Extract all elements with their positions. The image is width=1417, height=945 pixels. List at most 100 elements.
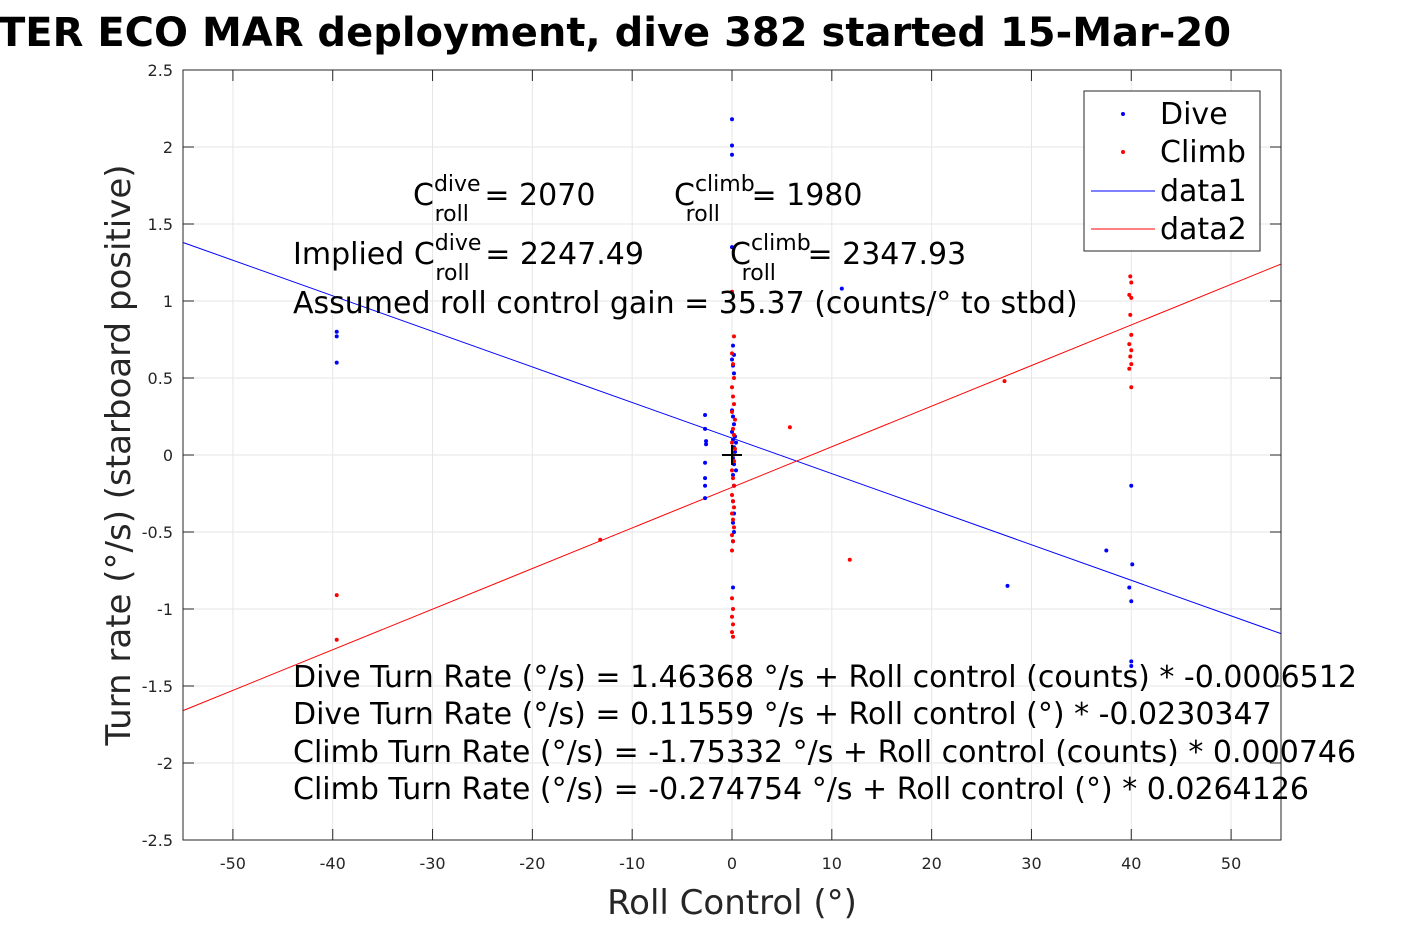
- y-tick-label: -1.5: [142, 677, 173, 696]
- dive-point: [334, 334, 339, 339]
- implied-dive-annotation: Implied Cdive roll = 2247.49: [293, 231, 644, 286]
- y-tick-labels: -2.5 -2 -1.5 -1 -0.5 0 0.5 1 1.5 2 2.5: [142, 61, 173, 850]
- climb-point: [1128, 354, 1133, 359]
- dive-point: [1129, 599, 1134, 604]
- climb-point: [730, 596, 734, 601]
- climb-point: [1127, 342, 1132, 347]
- x-tick-label: -40: [320, 854, 346, 873]
- climb-point: [730, 614, 734, 619]
- implied-climb-annotation: Cclimb roll = 2347.93: [730, 231, 966, 286]
- climb-point: [730, 385, 734, 390]
- dive-point: [733, 440, 738, 445]
- climb-point: [1129, 362, 1134, 367]
- climb-point: [731, 334, 736, 339]
- climb-point: [730, 630, 734, 635]
- climb-point: [731, 483, 736, 488]
- dive-point: [732, 449, 737, 454]
- climb-point: [1002, 379, 1007, 384]
- dive-point: [733, 468, 738, 473]
- climb-point: [730, 517, 735, 522]
- equation-dive-degrees: Dive Turn Rate (°/s) = 0.11559 °/s + Rol…: [293, 697, 1272, 732]
- climb-point: [787, 425, 792, 430]
- climb-point: [730, 409, 734, 414]
- climb-point: [730, 362, 735, 367]
- dive-point: [730, 520, 735, 525]
- legend-data2-label: data2: [1160, 212, 1247, 247]
- dive-point: [730, 245, 734, 250]
- climb-point: [730, 289, 734, 294]
- climb-point: [334, 593, 339, 598]
- axis-ticks: [183, 69, 1281, 841]
- y-tick-label: 0: [163, 446, 173, 465]
- y-tick-label: -2.5: [142, 831, 173, 850]
- climb-point: [731, 402, 736, 407]
- dive-point: [839, 286, 844, 291]
- x-tick-label: -50: [220, 854, 246, 873]
- climb-point: [732, 417, 737, 422]
- legend-climb-label: Climb: [1160, 135, 1246, 170]
- dive-point: [730, 117, 734, 122]
- dive-point: [731, 422, 736, 427]
- dive-point: [703, 460, 708, 465]
- y-tick-label: -0.5: [142, 523, 173, 542]
- x-tick-label: 0: [727, 854, 737, 873]
- climb-point: [730, 539, 735, 544]
- climb-point: [1129, 280, 1134, 285]
- y-tick-label: 1: [163, 292, 173, 311]
- dive-point: [730, 143, 734, 148]
- dive-point: [1130, 562, 1135, 567]
- climb-point: [1127, 366, 1132, 371]
- x-axis-label: Roll Control (°): [607, 883, 857, 923]
- dive-point: [704, 442, 709, 447]
- climb-point: [730, 634, 735, 639]
- climb-point: [732, 446, 737, 451]
- c-roll-climb-annotation: Cclimb roll = 1980: [674, 172, 862, 227]
- y-tick-label: -1: [157, 600, 173, 619]
- x-tick-label: 30: [1021, 854, 1041, 873]
- dive-point: [1129, 659, 1134, 664]
- x-tick-label: 50: [1221, 854, 1241, 873]
- dive-point: [703, 483, 708, 488]
- legend: Dive Climb data1 data2: [1083, 90, 1261, 252]
- x-tick-label: -10: [619, 854, 645, 873]
- dive-point: [730, 414, 735, 419]
- climb-point: [1128, 312, 1133, 317]
- y-tick-label: 1.5: [148, 215, 173, 234]
- dive-point: [703, 426, 708, 431]
- climb-point: [730, 394, 735, 399]
- dive-point: [703, 476, 708, 481]
- climb-point: [730, 548, 734, 553]
- climb-point: [730, 468, 734, 473]
- legend-box: [1083, 90, 1261, 252]
- legend-dive-label: Dive: [1160, 97, 1228, 132]
- y-tick-label: 0.5: [148, 369, 173, 388]
- dive-point: [730, 357, 734, 362]
- climb-point: [730, 493, 734, 498]
- climb-point: [731, 432, 736, 437]
- climb-point: [730, 351, 734, 356]
- legend-dive-marker: [1121, 112, 1125, 116]
- climb-point: [731, 505, 736, 510]
- c-roll-dive-annotation: Cdive roll = 2070: [413, 172, 595, 227]
- climb-point: [334, 637, 339, 642]
- legend-climb-marker: [1121, 150, 1125, 154]
- data2-fit-line: [182, 263, 1282, 712]
- climb-point: [730, 499, 735, 504]
- y-tick-label: -2: [157, 754, 173, 773]
- climb-point: [730, 426, 735, 431]
- chart-title: TER ECO MAR deployment, dive 382 started…: [0, 10, 1231, 56]
- y-tick-label: 2.5: [148, 61, 173, 80]
- dive-point: [704, 439, 709, 444]
- dive-point: [1127, 585, 1132, 590]
- dive-point: [731, 371, 736, 376]
- climb-point: [1129, 332, 1134, 337]
- dive-point: [730, 437, 735, 442]
- dive-point: [1129, 483, 1134, 488]
- climb-point: [730, 511, 734, 516]
- dive-point: [731, 530, 736, 534]
- climb-point: [1129, 385, 1134, 390]
- dive-point: [334, 360, 339, 365]
- climb-point: [730, 607, 735, 611]
- climb-point: [730, 476, 735, 481]
